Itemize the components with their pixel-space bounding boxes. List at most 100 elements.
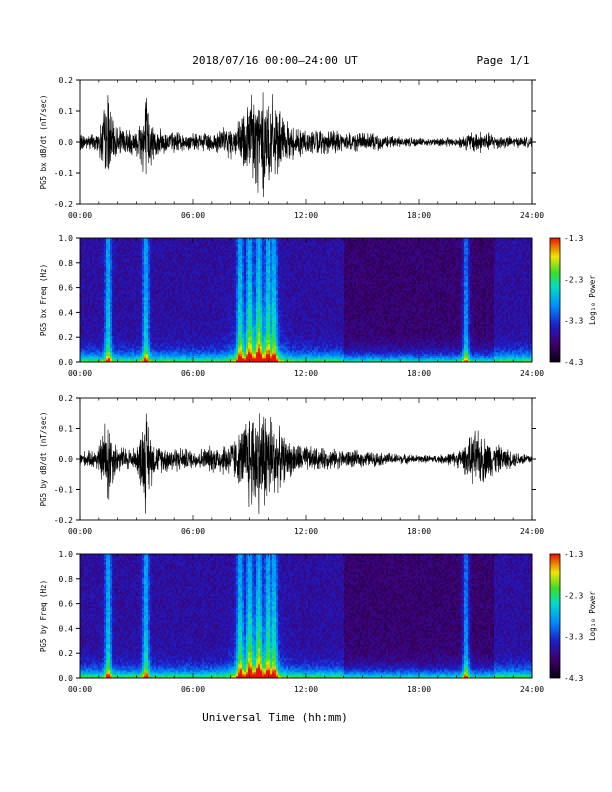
heatmap-cell [178, 334, 180, 336]
heatmap-cell [92, 340, 94, 342]
heatmap-cell [100, 286, 102, 288]
heatmap-cell [194, 346, 196, 348]
heatmap-cell [226, 280, 228, 282]
heatmap-cell [160, 330, 162, 332]
heatmap-cell [190, 314, 192, 316]
heatmap-cell [136, 250, 138, 252]
heatmap-cell [174, 292, 176, 294]
heatmap-cell [104, 240, 106, 242]
heatmap-cell [188, 302, 190, 304]
heatmap-cell [220, 330, 222, 332]
heatmap-cell [206, 278, 208, 280]
heatmap-cell [130, 298, 132, 300]
heatmap-cell [114, 352, 116, 354]
heatmap-cell [138, 342, 140, 344]
heatmap-cell [160, 254, 162, 256]
heatmap-cell [128, 322, 130, 324]
heatmap-cell [102, 340, 104, 342]
heatmap-cell [142, 338, 144, 340]
heatmap-cell [84, 262, 86, 264]
heatmap-cell [88, 272, 90, 274]
heatmap-cell [84, 350, 86, 352]
heatmap-cell [140, 352, 142, 354]
heatmap-cell [164, 248, 166, 250]
heatmap-cell [108, 320, 110, 322]
heatmap-cell [200, 358, 202, 360]
heatmap-cell [90, 350, 92, 352]
heatmap-cell [176, 264, 178, 266]
heatmap-cell [112, 288, 114, 290]
heatmap-cell [188, 316, 190, 318]
heatmap-cell [140, 268, 142, 270]
heatmap-cell [100, 330, 102, 332]
heatmap-cell [172, 278, 174, 280]
heatmap-cell [108, 276, 110, 278]
heatmap-cell [106, 270, 108, 272]
heatmap-cell [186, 280, 188, 282]
heatmap-cell [214, 290, 216, 292]
heatmap-cell [126, 344, 128, 346]
heatmap-cell [190, 290, 192, 292]
heatmap-cell [106, 332, 108, 334]
heatmap-cell [130, 318, 132, 320]
heatmap-cell [210, 294, 212, 296]
heatmap-cell [166, 302, 168, 304]
heatmap-cell [214, 248, 216, 250]
heatmap-cell [162, 300, 164, 302]
heatmap-cell [82, 296, 84, 298]
heatmap-cell [162, 338, 164, 340]
heatmap-cell [230, 310, 232, 312]
panel-2: 0.00.20.40.60.81.0 -1.3-2.3-3.3-4.3Log₁₀ … [39, 234, 597, 378]
heatmap-cell [200, 348, 202, 350]
heatmap-cell [98, 356, 100, 358]
heatmap-cell [120, 336, 122, 338]
heatmap-cell [176, 278, 178, 280]
heatmap-cell [196, 252, 198, 254]
heatmap-cell [84, 284, 86, 286]
heatmap-cell [196, 244, 198, 246]
heatmap-cell [188, 260, 190, 262]
heatmap-cell [164, 250, 166, 252]
heatmap-cell [162, 256, 164, 258]
heatmap-cell [136, 304, 138, 306]
heatmap-cell [226, 290, 228, 292]
heatmap-cell [84, 358, 86, 360]
heatmap-cell [204, 280, 206, 282]
heatmap-cell [204, 322, 206, 324]
heatmap-cell [128, 346, 130, 348]
heatmap-cell [140, 358, 142, 360]
heatmap-cell [146, 254, 148, 256]
heatmap-cell [158, 288, 160, 290]
heatmap-cell [110, 342, 112, 344]
heatmap-cell [188, 332, 190, 334]
heatmap-cell [132, 300, 134, 302]
heatmap-cell [90, 272, 92, 274]
heatmap-cell [198, 328, 200, 330]
heatmap-cell [160, 292, 162, 294]
heatmap-cell [220, 356, 222, 358]
heatmap-cell [166, 242, 168, 244]
heatmap-cell [206, 282, 208, 284]
heatmap-cell [154, 298, 156, 300]
heatmap-cell [110, 240, 112, 242]
heatmap-cell [154, 334, 156, 336]
heatmap-cell [112, 286, 114, 288]
heatmap-cell [120, 358, 122, 360]
heatmap-cell [92, 316, 94, 318]
heatmap-cell [180, 308, 182, 310]
heatmap-cell [102, 254, 104, 256]
heatmap-cell [144, 342, 146, 344]
heatmap-cell [120, 354, 122, 356]
heatmap-cell [192, 318, 194, 320]
heatmap-cell [138, 306, 140, 308]
heatmap-cell [122, 312, 124, 314]
heatmap-cell [236, 348, 238, 350]
heatmap-cell [148, 336, 150, 338]
heatmap-cell [126, 256, 128, 258]
heatmap-cell [116, 342, 118, 344]
heatmap-cell [198, 336, 200, 338]
heatmap-cell [98, 346, 100, 348]
heatmap-cell [174, 354, 176, 356]
heatmap-cell [196, 304, 198, 306]
heatmap-cell [236, 340, 238, 342]
